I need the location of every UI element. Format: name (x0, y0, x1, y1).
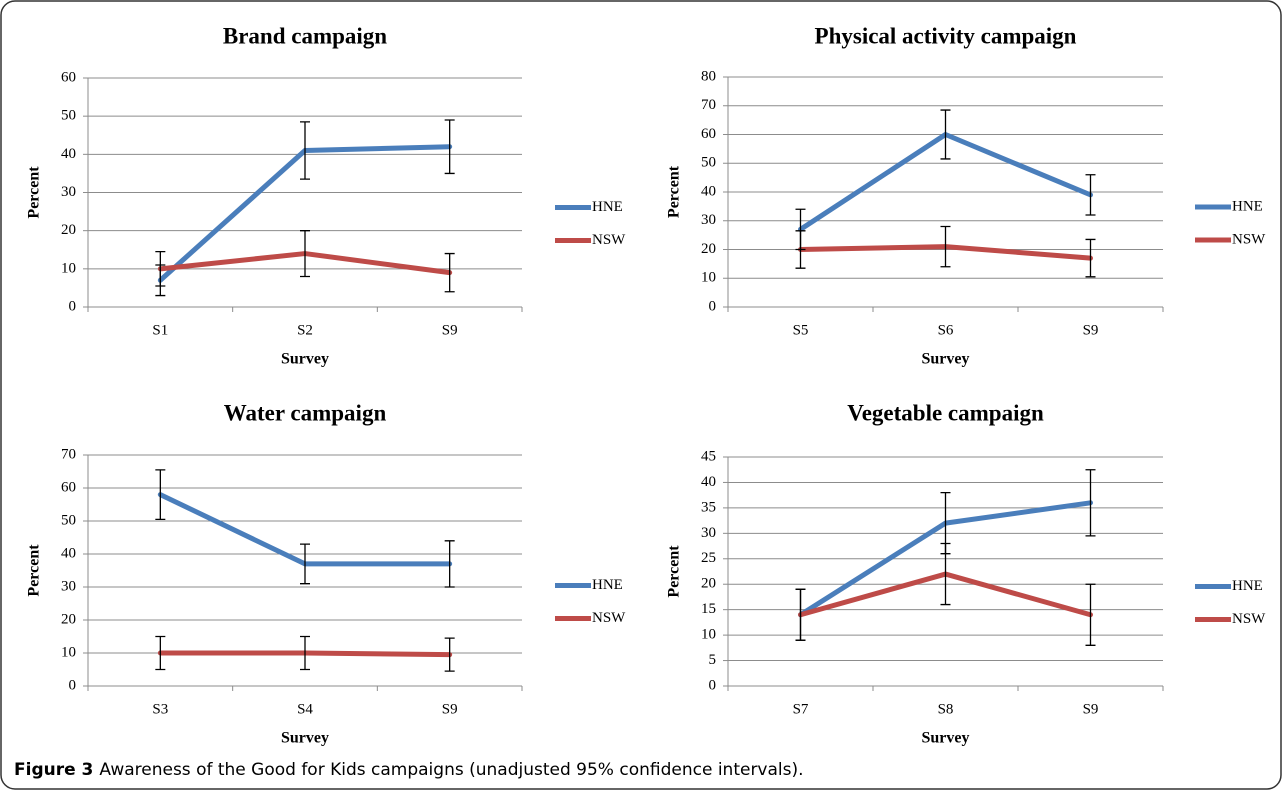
y-tick-label: 20 (701, 576, 716, 592)
y-tick-label: 5 (709, 652, 717, 668)
y-tick-label: 45 (701, 448, 716, 464)
y-tick-label: 40 (701, 474, 716, 490)
y-tick-label: 60 (701, 126, 716, 142)
error-bar (940, 225, 951, 268)
x-tick-label: S9 (1083, 701, 1099, 717)
legend-label: NSW (592, 610, 626, 626)
x-tick-label: S4 (297, 701, 313, 717)
error-bar (1085, 174, 1096, 216)
error-bar (300, 635, 310, 671)
y-tick-label: 50 (61, 108, 76, 124)
y-tick-label: 30 (61, 184, 76, 200)
error-bar (940, 542, 951, 606)
caption-label: Figure 3 (14, 760, 93, 780)
error-bar (300, 121, 310, 180)
chart-title: Physical activity campaign (815, 23, 1077, 48)
legend-label: NSW (1232, 611, 1266, 627)
y-tick-label: 20 (61, 222, 76, 238)
error-bar (155, 635, 166, 671)
legend-label: NSW (1232, 231, 1266, 247)
legend-label: NSW (592, 232, 626, 248)
y-axis-label: Percent (666, 165, 683, 218)
y-axis-label: Percent (666, 545, 683, 598)
x-tick-label: S2 (297, 322, 313, 338)
x-tick-label: S1 (152, 322, 168, 338)
error-bar (795, 588, 806, 641)
y-tick-label: 0 (709, 677, 717, 693)
y-tick-label: 20 (701, 241, 716, 257)
y-tick-label: 40 (61, 545, 76, 561)
y-tick-label: 30 (701, 212, 716, 228)
y-tick-label: 10 (701, 270, 716, 286)
caption-text: Awareness of the Good for Kids campaigns… (99, 760, 803, 780)
error-bar (444, 637, 455, 672)
x-tick-label: S5 (793, 322, 809, 338)
error-bar (444, 252, 455, 293)
y-tick-label: 80 (701, 68, 716, 84)
legend-label: HNE (592, 577, 623, 593)
x-tick-label: S9 (1083, 322, 1099, 338)
y-tick-label: 20 (61, 611, 76, 627)
y-tick-label: 40 (61, 146, 76, 162)
x-tick-label: S3 (152, 701, 168, 717)
error-bar (300, 230, 310, 278)
y-tick-label: 15 (701, 601, 716, 617)
error-bar (155, 251, 166, 287)
x-axis-label: Survey (922, 351, 970, 368)
y-tick-label: 50 (701, 155, 716, 171)
y-tick-label: 0 (69, 298, 77, 314)
error-bar (1085, 583, 1096, 646)
legend-label: HNE (1232, 578, 1263, 594)
y-tick-label: 35 (701, 499, 716, 515)
y-axis-label: Percent (26, 166, 43, 219)
y-tick-label: 10 (701, 627, 716, 643)
x-tick-label: S9 (442, 701, 458, 717)
error-bar (444, 540, 455, 588)
error-bar (940, 109, 951, 160)
error-bar (1085, 469, 1096, 537)
x-axis-label: Survey (922, 730, 970, 747)
y-tick-label: 10 (61, 260, 76, 276)
x-axis-label: Survey (281, 730, 329, 747)
error-bar (155, 469, 166, 520)
chart-title: Brand campaign (223, 23, 387, 48)
legend-label: HNE (592, 199, 623, 215)
x-tick-label: S7 (793, 701, 809, 717)
y-tick-label: 30 (61, 578, 76, 594)
y-tick-label: 60 (61, 479, 76, 495)
error-bar (444, 119, 455, 175)
y-tick-label: 30 (701, 525, 716, 541)
chart-title: Vegetable campaign (847, 400, 1044, 425)
x-tick-label: S8 (938, 701, 954, 717)
y-tick-label: 40 (701, 183, 716, 199)
y-tick-label: 50 (61, 512, 76, 528)
chart-title: Water campaign (224, 400, 387, 425)
y-tick-label: 70 (701, 97, 716, 113)
error-bar (300, 543, 310, 585)
y-tick-label: 0 (69, 677, 77, 693)
y-tick-label: 0 (709, 298, 717, 314)
x-tick-label: S9 (442, 322, 458, 338)
error-bar (795, 230, 806, 269)
y-tick-label: 25 (701, 550, 716, 566)
y-tick-label: 60 (61, 69, 76, 85)
y-tick-label: 70 (61, 446, 76, 462)
y-tick-label: 10 (61, 644, 76, 660)
legend-label: HNE (1232, 198, 1263, 214)
error-bar (1085, 238, 1096, 278)
x-axis-label: Survey (281, 351, 329, 368)
x-tick-label: S6 (938, 322, 954, 338)
caption: Figure 3 Awareness of the Good for Kids c… (14, 760, 804, 780)
y-axis-label: Percent (26, 544, 43, 597)
